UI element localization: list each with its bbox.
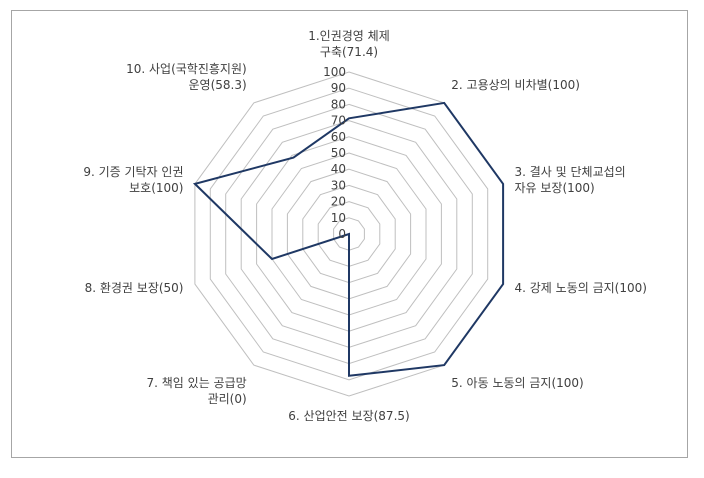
category-label: 6. 산업안전 보장(87.5) [288,409,409,423]
tick-label: 50 [331,146,346,160]
tick-label: 0 [338,227,346,241]
category-label: 10. 사업(국학진흥지원) 운영(58.3) [126,62,247,92]
tick-label: 40 [331,162,346,176]
category-label: 7. 책임 있는 공급망 관리(0) [147,375,247,406]
tick-label: 20 [331,195,346,209]
category-label: 3. 결사 및 단체교섭의 자유 보장(100) [515,165,626,195]
category-label: 1.인권경영 체제 구축(71.4) [308,29,390,59]
category-label: 2. 고용상의 비차별(100) [451,78,580,92]
tick-label: 10 [331,211,346,225]
series-line [192,101,505,377]
category-label: 8. 환경권 보장(50) [85,281,184,295]
category-label: 9. 기증 기탁자 인권 보호(100) [83,165,183,195]
tick-label: 100 [323,65,346,79]
tick-label: 80 [331,97,346,111]
tick-label: 60 [331,130,346,144]
grid-ring [209,87,489,381]
category-label: 5. 아동 노동의 금지(100) [451,376,583,390]
tick-label: 90 [331,81,346,95]
category-label: 4. 강제 노동의 금지(100) [515,281,647,295]
tick-label: 70 [331,114,346,128]
tick-label: 30 [331,178,346,192]
